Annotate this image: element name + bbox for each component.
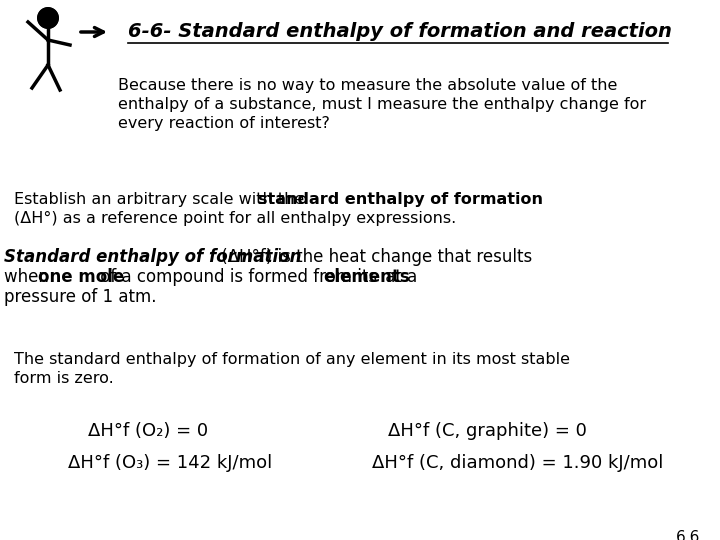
Circle shape: [37, 7, 59, 29]
Text: 6-6- Standard enthalpy of formation and reaction: 6-6- Standard enthalpy of formation and …: [128, 22, 672, 41]
Text: ΔH°f (C, diamond) = 1.90 kJ/mol: ΔH°f (C, diamond) = 1.90 kJ/mol: [372, 454, 663, 472]
Text: at a: at a: [380, 268, 418, 286]
Text: ΔH°f (C, graphite) = 0: ΔH°f (C, graphite) = 0: [388, 422, 587, 440]
Text: Standard enthalpy of formation: Standard enthalpy of formation: [4, 248, 302, 266]
Text: Because there is no way to measure the absolute value of the: Because there is no way to measure the a…: [118, 78, 617, 93]
Text: standard enthalpy of formation: standard enthalpy of formation: [258, 192, 543, 207]
Text: pressure of 1 atm.: pressure of 1 atm.: [4, 288, 156, 306]
Text: ΔH°f (O₃) = 142 kJ/mol: ΔH°f (O₃) = 142 kJ/mol: [68, 454, 272, 472]
Text: ΔH°f (O₂) = 0: ΔH°f (O₂) = 0: [88, 422, 208, 440]
Text: elements: elements: [323, 268, 410, 286]
Text: of a compound is formed from its: of a compound is formed from its: [95, 268, 382, 286]
Text: every reaction of interest?: every reaction of interest?: [118, 116, 330, 131]
Text: (ΔH°) as a reference point for all enthalpy expressions.: (ΔH°) as a reference point for all entha…: [14, 211, 456, 226]
Text: Establish an arbitrary scale with the: Establish an arbitrary scale with the: [14, 192, 310, 207]
Circle shape: [38, 8, 58, 28]
Text: 6.6: 6.6: [675, 530, 700, 540]
Text: form is zero.: form is zero.: [14, 371, 114, 386]
Text: (ΔH°f) is the heat change that results: (ΔH°f) is the heat change that results: [215, 248, 532, 266]
Text: one mole: one mole: [37, 268, 124, 286]
Text: when: when: [4, 268, 54, 286]
Text: The standard enthalpy of formation of any element in its most stable: The standard enthalpy of formation of an…: [14, 352, 570, 367]
Text: enthalpy of a substance, must I measure the enthalpy change for: enthalpy of a substance, must I measure …: [118, 97, 646, 112]
